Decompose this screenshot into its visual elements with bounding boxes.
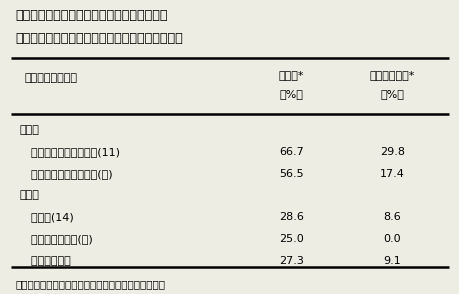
Text: 56.5: 56.5 (279, 169, 303, 179)
Text: せとのはつしも(５): せとのはつしも(５) (24, 234, 93, 244)
Text: ライトピンクバーバラ(７): ライトピンクバーバラ(７) (24, 169, 112, 179)
Text: 9.1: 9.1 (383, 256, 400, 266)
Text: マレア（５）: マレア（５） (24, 256, 71, 266)
Text: 29.8: 29.8 (379, 147, 404, 157)
Text: 66.7: 66.7 (279, 147, 303, 157)
Text: 品種（調査番数）: 品種（調査番数） (24, 73, 77, 83)
Text: 感受性: 感受性 (20, 125, 39, 135)
Text: うどんこ病菌胞子の発芽率と付着器形成率: うどんこ病菌胞子の発芽率と付着器形成率 (15, 32, 183, 45)
Text: 8.6: 8.6 (383, 212, 400, 222)
Text: ダークピンクバーバラ(11): ダークピンクバーバラ(11) (24, 147, 120, 157)
Text: 表１　カーネーション花蕾がく筒表皮上での: 表１ カーネーション花蕾がく筒表皮上での (15, 9, 167, 22)
Text: 17.4: 17.4 (379, 169, 404, 179)
Text: （%）: （%） (279, 89, 303, 99)
Text: 25.0: 25.0 (279, 234, 303, 244)
Text: 28.6: 28.6 (279, 212, 303, 222)
Text: パラス(14): パラス(14) (24, 212, 74, 222)
Text: 0.0: 0.0 (383, 234, 400, 244)
Text: 27.3: 27.3 (279, 256, 303, 266)
Text: 発芽率*: 発芽率* (278, 70, 304, 80)
Text: 付着器形成率*: 付着器形成率* (369, 70, 414, 80)
Text: 抵抗性: 抵抗性 (20, 191, 39, 201)
Text: ＊　発芽率、付着器形成率とも接種１週間後の調査。: ＊ 発芽率、付着器形成率とも接種１週間後の調査。 (15, 280, 165, 290)
Text: （%）: （%） (380, 89, 403, 99)
